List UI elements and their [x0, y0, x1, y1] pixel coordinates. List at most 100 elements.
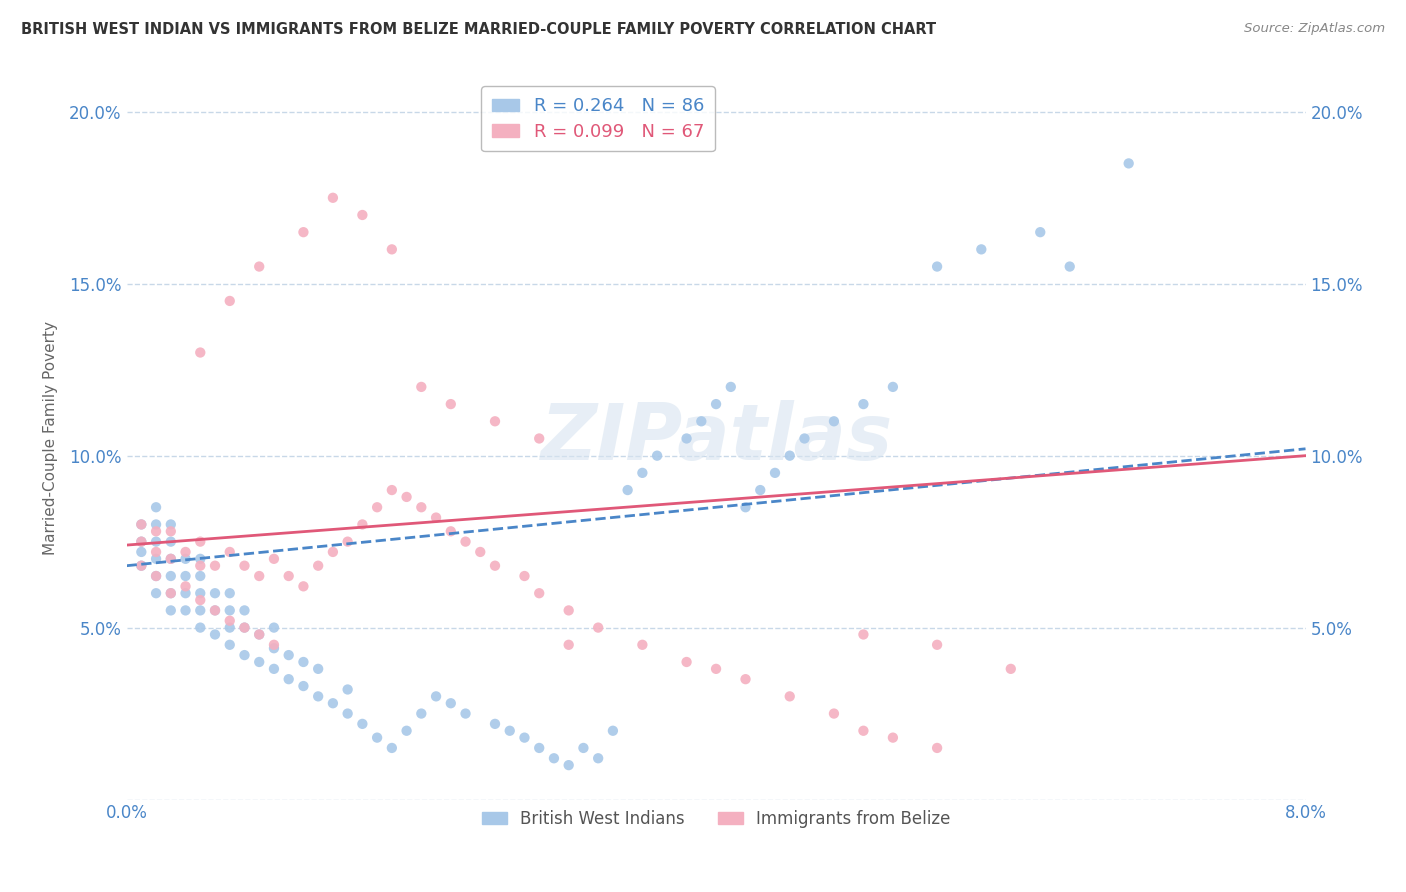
Point	[145, 524, 167, 539]
Point	[159, 603, 181, 617]
Point	[927, 741, 949, 756]
Point	[131, 517, 153, 532]
Point	[352, 517, 374, 532]
Point	[233, 621, 256, 635]
Point	[263, 551, 285, 566]
Point	[188, 551, 211, 566]
Point	[174, 579, 197, 593]
Point	[779, 449, 801, 463]
Point	[763, 466, 786, 480]
Point	[395, 490, 418, 504]
Point	[188, 593, 211, 607]
Point	[307, 662, 329, 676]
Point	[690, 414, 713, 428]
Point	[204, 558, 226, 573]
Point	[218, 621, 240, 635]
Point	[779, 690, 801, 704]
Point	[336, 706, 359, 721]
Point	[145, 534, 167, 549]
Point	[543, 751, 565, 765]
Point	[411, 706, 433, 721]
Point	[336, 682, 359, 697]
Point	[366, 731, 388, 745]
Point	[322, 545, 344, 559]
Point	[263, 641, 285, 656]
Point	[704, 662, 727, 676]
Point	[1118, 156, 1140, 170]
Point	[499, 723, 522, 738]
Point	[204, 603, 226, 617]
Point	[322, 696, 344, 710]
Point	[336, 534, 359, 549]
Point	[529, 741, 551, 756]
Y-axis label: Married-Couple Family Poverty: Married-Couple Family Poverty	[44, 321, 58, 556]
Point	[454, 706, 477, 721]
Point	[174, 569, 197, 583]
Point	[823, 414, 845, 428]
Point	[174, 603, 197, 617]
Point	[882, 731, 904, 745]
Point	[734, 672, 756, 686]
Point	[188, 558, 211, 573]
Point	[970, 243, 993, 257]
Point	[277, 569, 299, 583]
Point	[145, 517, 167, 532]
Point	[292, 225, 315, 239]
Point	[381, 243, 404, 257]
Point	[174, 586, 197, 600]
Point	[159, 551, 181, 566]
Point	[395, 723, 418, 738]
Point	[440, 696, 463, 710]
Point	[645, 449, 668, 463]
Point	[586, 621, 609, 635]
Point	[675, 655, 697, 669]
Point	[174, 545, 197, 559]
Point	[263, 662, 285, 676]
Point	[586, 751, 609, 765]
Point	[159, 534, 181, 549]
Point	[247, 260, 270, 274]
Point	[793, 432, 815, 446]
Point	[529, 586, 551, 600]
Text: Source: ZipAtlas.com: Source: ZipAtlas.com	[1244, 22, 1385, 36]
Point	[513, 569, 536, 583]
Point	[322, 191, 344, 205]
Point	[218, 638, 240, 652]
Point	[159, 586, 181, 600]
Point	[159, 586, 181, 600]
Point	[852, 627, 875, 641]
Point	[233, 621, 256, 635]
Point	[675, 432, 697, 446]
Point	[204, 603, 226, 617]
Point	[145, 500, 167, 515]
Point	[131, 534, 153, 549]
Point	[233, 648, 256, 662]
Point	[852, 723, 875, 738]
Point	[233, 603, 256, 617]
Point	[616, 483, 638, 497]
Point	[454, 534, 477, 549]
Point	[1029, 225, 1052, 239]
Point	[882, 380, 904, 394]
Point	[233, 558, 256, 573]
Point	[704, 397, 727, 411]
Point	[131, 545, 153, 559]
Text: BRITISH WEST INDIAN VS IMMIGRANTS FROM BELIZE MARRIED-COUPLE FAMILY POVERTY CORR: BRITISH WEST INDIAN VS IMMIGRANTS FROM B…	[21, 22, 936, 37]
Point	[159, 551, 181, 566]
Point	[381, 741, 404, 756]
Point	[823, 706, 845, 721]
Point	[218, 603, 240, 617]
Point	[557, 603, 579, 617]
Legend: British West Indians, Immigrants from Belize: British West Indians, Immigrants from Be…	[475, 803, 957, 835]
Point	[292, 579, 315, 593]
Point	[440, 524, 463, 539]
Point	[1000, 662, 1022, 676]
Point	[852, 397, 875, 411]
Point	[749, 483, 772, 497]
Point	[602, 723, 624, 738]
Point	[188, 569, 211, 583]
Point	[484, 717, 506, 731]
Point	[411, 500, 433, 515]
Point	[631, 466, 654, 480]
Point	[307, 690, 329, 704]
